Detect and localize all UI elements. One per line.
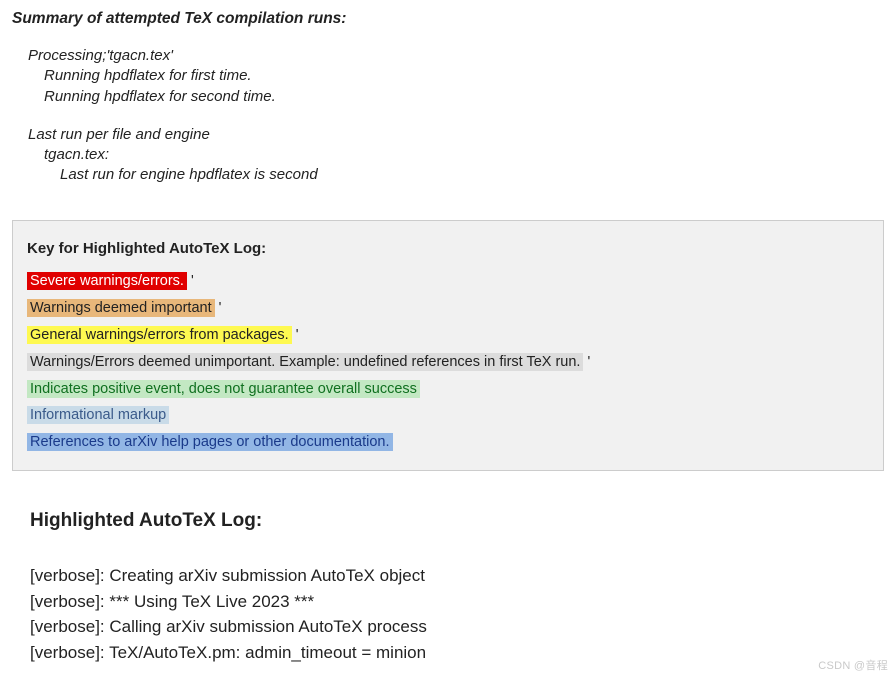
key-box: Key for Highlighted AutoTeX Log: Severe … [12, 220, 884, 471]
log-line: [verbose]: *** Using TeX Live 2023 *** [30, 589, 866, 615]
log-line: [verbose]: TeX/AutoTeX.pm: admin_timeout… [30, 640, 866, 666]
summary-lastrun-block: Last run per file and engine tgacn.tex: … [12, 125, 884, 186]
summary-line: Processing;'tgacn.tex' [12, 46, 884, 66]
key-item: References to arXiv help pages or other … [27, 429, 869, 456]
summary-line: Running hpdflatex for first time. [12, 66, 884, 86]
summary-line: Last run per file and engine [12, 125, 884, 145]
key-info: Informational markup [27, 406, 169, 424]
summary-line: tgacn.tex: [12, 145, 884, 165]
key-item: Warnings/Errors deemed unimportant. Exam… [27, 349, 869, 376]
summary-line: Last run for engine hpdflatex is second [12, 165, 884, 185]
key-item: Severe warnings/errors. ' [27, 268, 869, 295]
key-trail: ' [292, 327, 299, 343]
key-trail: ' [187, 273, 194, 289]
key-item: Indicates positive event, does not guara… [27, 376, 869, 403]
key-severe: Severe warnings/errors. [27, 272, 187, 290]
key-trail: ' [583, 354, 590, 370]
key-item: Informational markup [27, 402, 869, 429]
log-title: Highlighted AutoTeX Log: [30, 507, 866, 536]
key-important: Warnings deemed important [27, 299, 215, 317]
summary-line: Running hpdflatex for second time. [12, 87, 884, 107]
key-references: References to arXiv help pages or other … [27, 433, 393, 451]
key-item: General warnings/errors from packages. ' [27, 322, 869, 349]
log-line: [verbose]: Creating arXiv submission Aut… [30, 563, 866, 589]
key-item: Warnings deemed important ' [27, 295, 869, 322]
watermark: CSDN @音程 [818, 657, 888, 673]
summary-title: Summary of attempted TeX compilation run… [12, 10, 884, 28]
key-title: Key for Highlighted AutoTeX Log: [27, 235, 869, 263]
key-general: General warnings/errors from packages. [27, 326, 292, 344]
summary-processing-block: Processing;'tgacn.tex' Running hpdflatex… [12, 46, 884, 107]
key-unimportant: Warnings/Errors deemed unimportant. Exam… [27, 353, 583, 371]
key-positive: Indicates positive event, does not guara… [27, 380, 420, 398]
log-section: Highlighted AutoTeX Log: [verbose]: Crea… [12, 507, 884, 666]
key-trail: ' [215, 300, 222, 316]
log-line: [verbose]: Calling arXiv submission Auto… [30, 614, 866, 640]
